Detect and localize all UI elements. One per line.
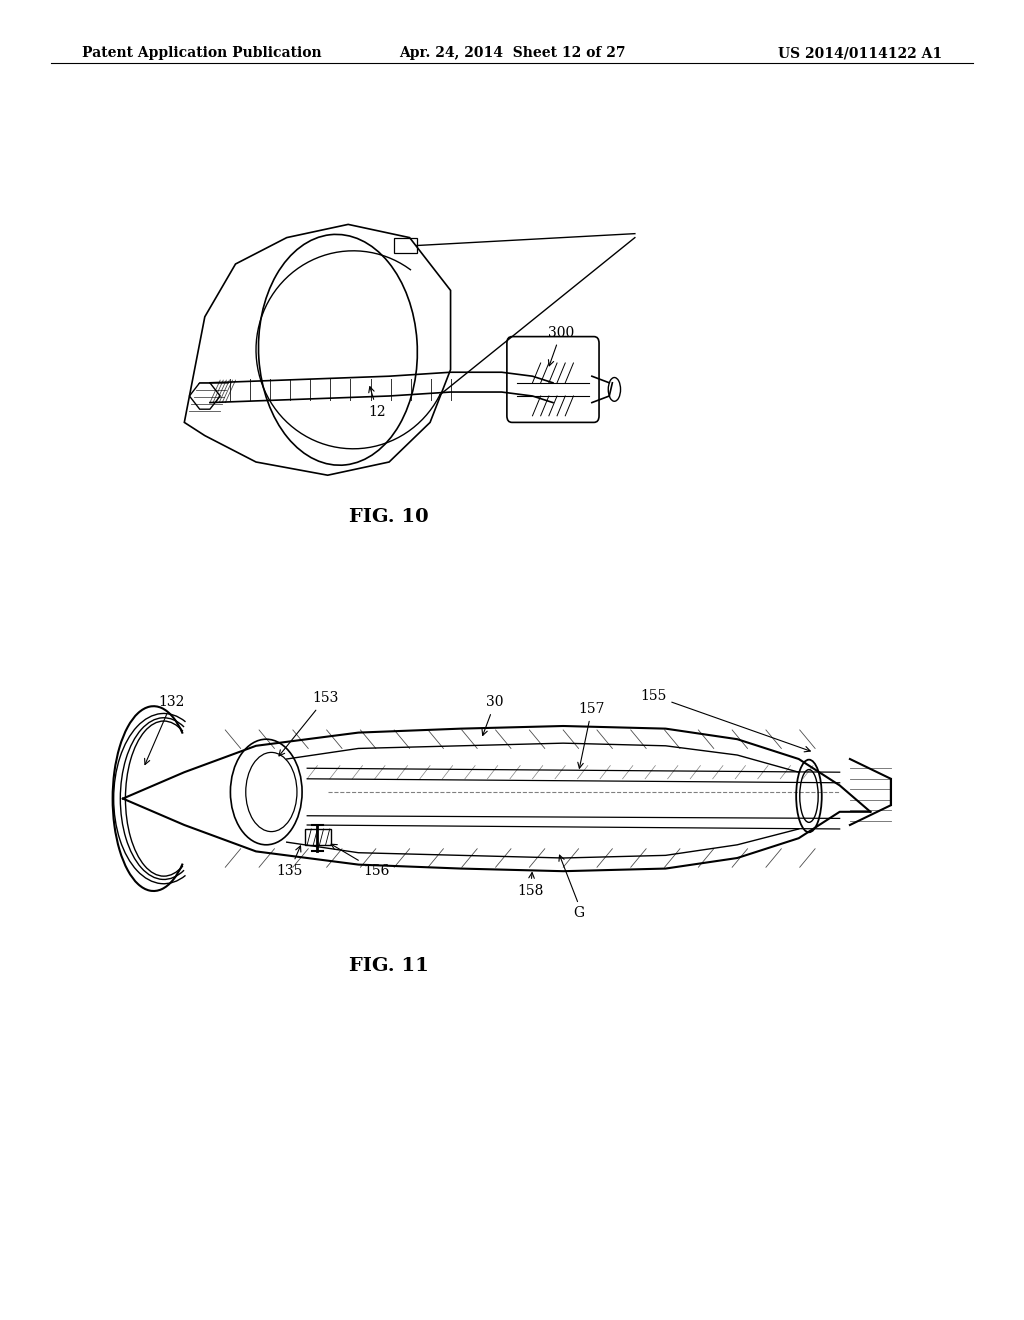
Text: US 2014/0114122 A1: US 2014/0114122 A1	[778, 46, 942, 61]
Text: 300: 300	[548, 326, 574, 366]
Text: 155: 155	[640, 689, 810, 752]
Text: 156: 156	[331, 845, 390, 878]
Text: 132: 132	[144, 696, 185, 764]
Text: Apr. 24, 2014  Sheet 12 of 27: Apr. 24, 2014 Sheet 12 of 27	[398, 46, 626, 61]
Text: Patent Application Publication: Patent Application Publication	[82, 46, 322, 61]
Text: FIG. 10: FIG. 10	[349, 508, 429, 527]
Text: G: G	[573, 907, 584, 920]
Text: 12: 12	[369, 387, 386, 418]
Text: FIG. 11: FIG. 11	[349, 957, 429, 975]
Bar	[394, 238, 417, 253]
Bar	[305, 829, 331, 845]
Text: 158: 158	[517, 873, 544, 898]
Text: 153: 153	[279, 692, 339, 756]
Text: 157: 157	[578, 702, 605, 768]
Text: 30: 30	[482, 696, 504, 735]
Text: 135: 135	[276, 846, 303, 878]
